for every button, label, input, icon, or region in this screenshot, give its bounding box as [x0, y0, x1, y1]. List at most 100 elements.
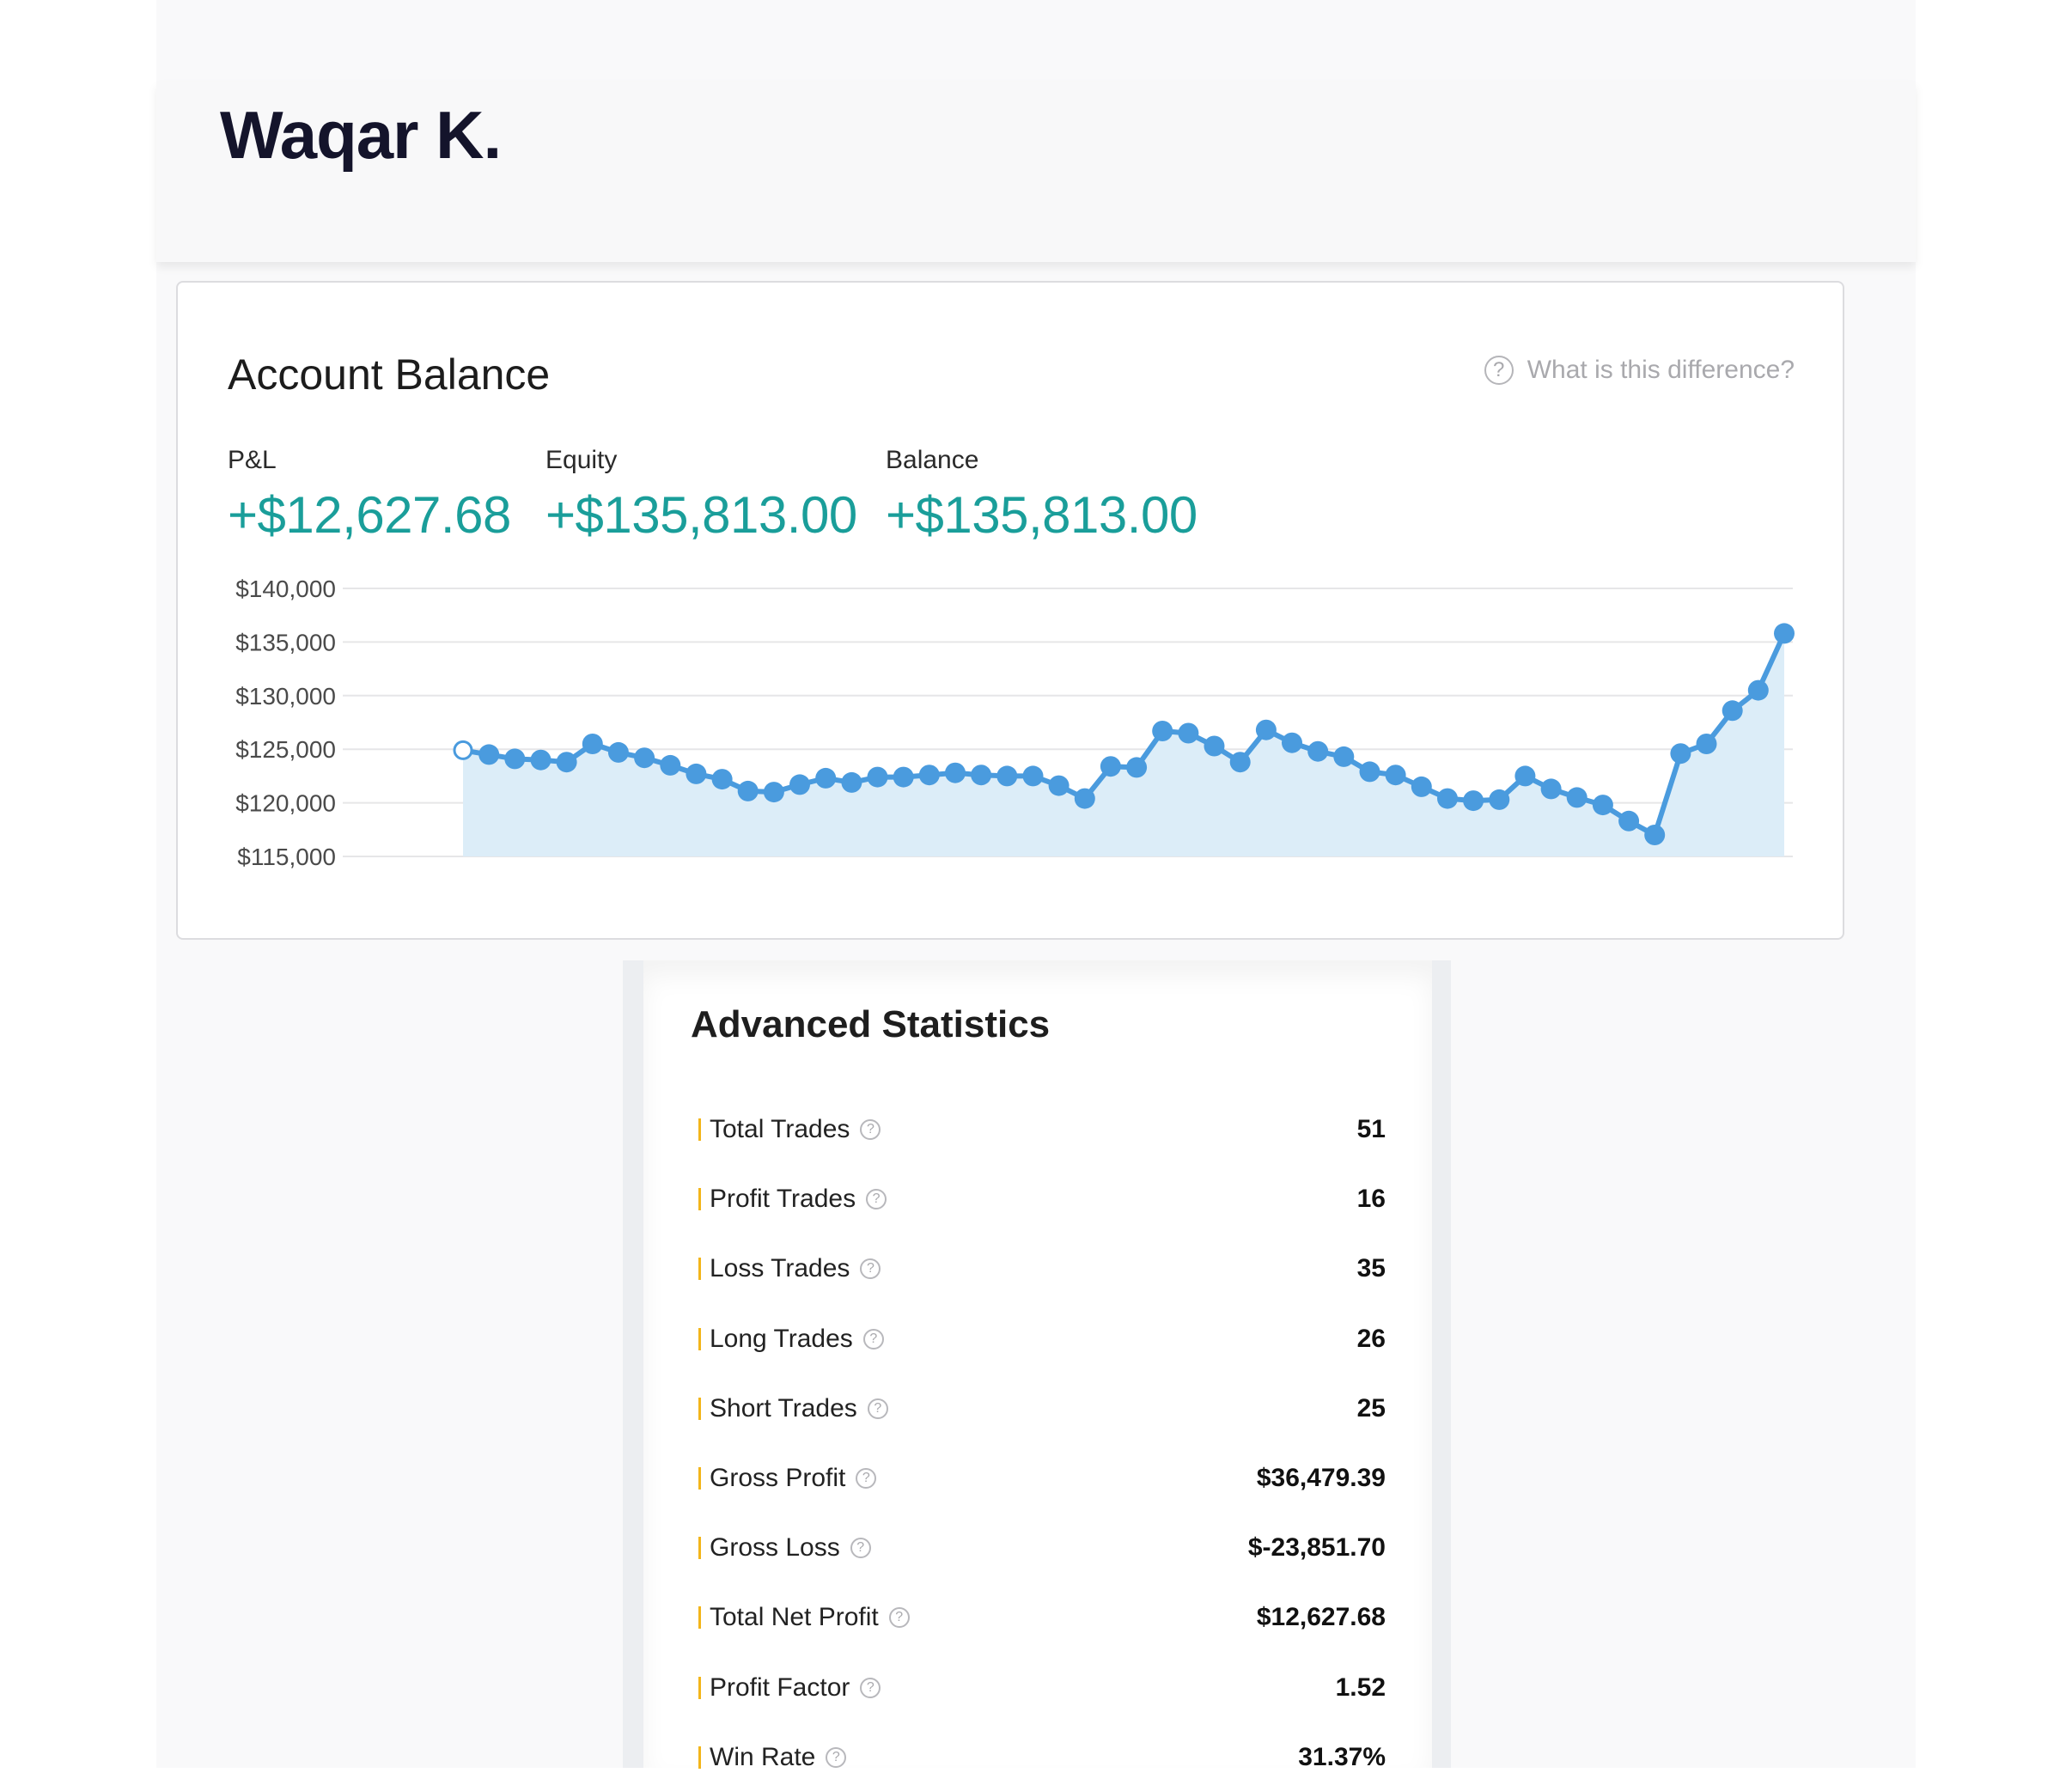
data-point[interactable] — [1722, 700, 1743, 722]
question-circle-icon[interactable]: ? — [867, 1398, 888, 1419]
data-point[interactable] — [686, 763, 707, 784]
data-point[interactable] — [1514, 765, 1536, 787]
stat-row: Loss Trades? 35 — [698, 1247, 1386, 1290]
data-point[interactable] — [530, 749, 552, 771]
advanced-statistics-title: Advanced Statistics — [691, 1003, 1051, 1045]
question-circle-icon[interactable]: ? — [850, 1538, 871, 1559]
data-point[interactable] — [893, 766, 914, 788]
data-point[interactable] — [453, 740, 473, 760]
data-point[interactable] — [1566, 787, 1588, 808]
stat-label: Total Net Profit — [710, 1603, 879, 1632]
data-point[interactable] — [556, 752, 577, 773]
stat-accent-bar — [698, 1676, 701, 1699]
data-point[interactable] — [971, 765, 992, 786]
question-circle-icon[interactable]: ? — [862, 1328, 884, 1349]
data-point[interactable] — [711, 769, 733, 790]
question-circle-icon[interactable]: ? — [860, 1258, 881, 1280]
data-point[interactable] — [634, 747, 655, 769]
stat-row: Gross Loss? $-23,851.70 — [698, 1526, 1386, 1569]
data-point[interactable] — [1463, 790, 1484, 812]
stat-label: Gross Profit — [710, 1464, 846, 1492]
data-point[interactable] — [1333, 746, 1355, 767]
trader-name: Waqar K. — [220, 97, 502, 173]
data-point[interactable] — [478, 744, 500, 765]
data-point[interactable] — [1644, 825, 1666, 845]
equity-value: +$135,813.00 — [545, 486, 857, 544]
stat-label-group: Profit Factor? — [698, 1673, 881, 1703]
question-circle-icon[interactable]: ? — [826, 1746, 847, 1768]
stat-label: Profit Trades — [710, 1185, 856, 1214]
equity-metric: Equity +$135,813.00 — [545, 446, 857, 545]
stat-label: Gross Loss — [710, 1533, 840, 1563]
data-point[interactable] — [737, 780, 759, 801]
data-point[interactable] — [1100, 756, 1121, 777]
stat-row: Profit Factor? 1.52 — [698, 1666, 1386, 1709]
stat-label: Profit Factor — [710, 1672, 850, 1702]
y-tick-label: $125,000 — [235, 736, 336, 763]
stat-label-group: Loss Trades? — [698, 1254, 881, 1283]
stat-accent-bar — [698, 1397, 701, 1420]
data-point[interactable] — [1229, 752, 1251, 773]
stat-value: 25 — [1356, 1393, 1386, 1423]
data-point[interactable] — [996, 765, 1018, 787]
data-point[interactable] — [660, 754, 681, 776]
stat-label-group: Profit Trades? — [698, 1185, 887, 1214]
data-point[interactable] — [867, 766, 888, 788]
data-point[interactable] — [918, 765, 940, 786]
stat-label-group: Win Rate? — [698, 1743, 847, 1772]
advanced-statistics-card: Advanced Statistics Total Trades? 51 Profi… — [643, 960, 1432, 1771]
stat-value: 16 — [1356, 1185, 1386, 1214]
data-point[interactable] — [1592, 795, 1613, 816]
question-circle-icon[interactable]: ? — [866, 1189, 887, 1210]
data-point[interactable] — [582, 734, 603, 754]
data-point[interactable] — [1074, 788, 1095, 809]
stat-value: 51 — [1356, 1115, 1386, 1143]
question-circle-icon[interactable]: ? — [860, 1119, 881, 1140]
question-circle-icon[interactable]: ? — [888, 1607, 910, 1629]
stat-value: $12,627.68 — [1256, 1603, 1386, 1632]
data-point[interactable] — [504, 748, 526, 770]
stat-accent-bar — [698, 1745, 701, 1769]
difference-help-link[interactable]: ? What is this difference? — [1484, 356, 1795, 385]
account-balance-title: Account Balance — [228, 350, 551, 399]
data-point[interactable] — [1385, 765, 1406, 786]
stat-label-group: Total Net Profit? — [698, 1603, 910, 1632]
data-point[interactable] — [607, 741, 629, 763]
data-point[interactable] — [1618, 810, 1640, 832]
difference-help-text: What is this difference? — [1527, 356, 1795, 384]
data-point[interactable] — [945, 762, 966, 783]
profile-header — [156, 82, 1916, 262]
data-point[interactable] — [1178, 722, 1199, 744]
data-point[interactable] — [789, 774, 810, 795]
data-point[interactable] — [1489, 789, 1510, 810]
data-point[interactable] — [1747, 679, 1769, 701]
stat-row: Win Rate? 31.37% — [698, 1736, 1386, 1779]
data-point[interactable] — [841, 771, 862, 793]
data-point[interactable] — [1359, 761, 1380, 783]
data-point[interactable] — [1411, 776, 1432, 797]
stat-value: 26 — [1356, 1324, 1386, 1353]
data-point[interactable] — [1670, 743, 1691, 765]
y-tick-label: $130,000 — [235, 683, 336, 710]
data-point[interactable] — [1126, 757, 1148, 778]
data-point[interactable] — [1204, 735, 1225, 757]
data-point[interactable] — [1437, 788, 1458, 809]
stat-value: 31.37% — [1298, 1742, 1386, 1771]
question-circle-icon[interactable]: ? — [860, 1677, 881, 1698]
data-point[interactable] — [1540, 778, 1562, 800]
data-point[interactable] — [1255, 719, 1277, 740]
stat-accent-bar — [698, 1188, 701, 1211]
data-point[interactable] — [815, 767, 837, 789]
stat-row: Long Trades? 26 — [698, 1318, 1386, 1361]
data-point[interactable] — [763, 782, 784, 803]
stat-value: 35 — [1356, 1254, 1386, 1283]
question-circle-icon[interactable]: ? — [856, 1468, 877, 1489]
data-point[interactable] — [1307, 740, 1329, 762]
data-point[interactable] — [1048, 775, 1070, 796]
data-point[interactable] — [1696, 734, 1717, 754]
pnl-label: P&L — [228, 446, 277, 474]
data-point[interactable] — [1022, 765, 1044, 787]
data-point[interactable] — [1152, 721, 1173, 741]
data-point[interactable] — [1774, 623, 1795, 644]
data-point[interactable] — [1282, 732, 1302, 753]
